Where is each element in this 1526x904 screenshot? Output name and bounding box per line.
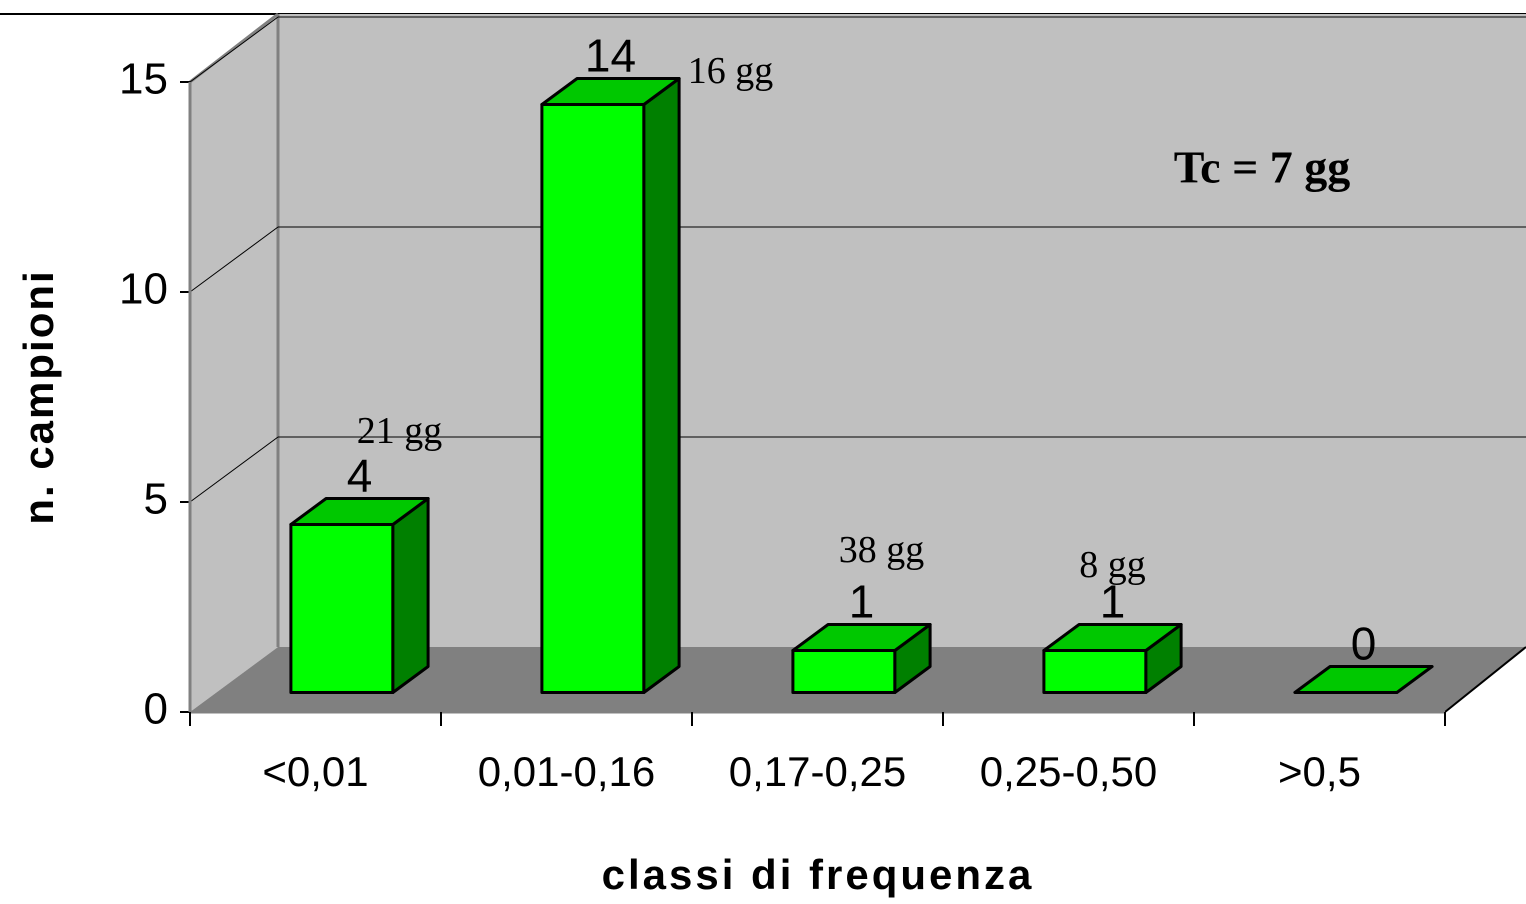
value-label: 0 [1351,618,1377,670]
x-axis-label: classi di frequenza [602,851,1035,898]
x-tick-label: >0,5 [1278,748,1361,795]
bar-side [391,497,430,694]
bar-top [289,497,430,526]
bar-front [791,649,897,694]
y-tick-label: 0 [144,685,168,734]
bar-top [540,77,681,106]
x-tick-label: <0,01 [262,748,368,795]
bar-front [1042,649,1148,694]
grid-line [189,226,279,293]
annotation: Tc = 7 gg [1174,142,1351,193]
value-label: 14 [585,30,636,82]
grid-line [189,16,279,83]
grid-line [189,436,279,503]
bar-top [791,623,932,652]
y-axis-label: n. campioni [15,269,62,524]
bar-front [289,523,395,694]
bar-note: 16 gg [688,50,774,92]
floor-edge [1444,646,1526,713]
bar-note: 38 gg [839,529,925,571]
x-tick-label: 0,01-0,16 [478,748,655,795]
bar-note: 8 gg [1079,544,1146,586]
y-tick-label: 5 [144,475,168,524]
bar-top [1042,623,1183,652]
bar-top [1293,665,1434,694]
value-label: 1 [1100,576,1126,628]
value-label: 1 [849,576,875,628]
y-tick-label: 15 [119,55,168,104]
back-wall [190,14,1526,712]
bar-front [540,103,646,694]
x-tick-label: 0,17-0,25 [729,748,906,795]
value-label: 4 [347,450,373,502]
bar-side [642,77,681,694]
x-tick-label: 0,25-0,50 [980,748,1157,795]
bar-note: 21 gg [357,410,443,452]
y-tick-label: 10 [119,265,168,314]
